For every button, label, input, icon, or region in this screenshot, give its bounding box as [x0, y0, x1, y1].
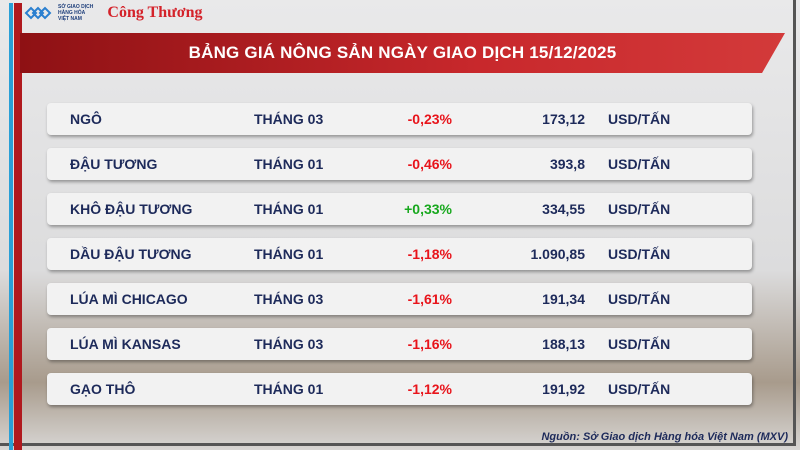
price-value: 173,12	[542, 111, 585, 127]
source-note: Nguồn: Sở Giao dịch Hàng hóa Việt Nam (M…	[541, 431, 788, 443]
contract-month: THÁNG 01	[254, 201, 324, 217]
mxv-logo-icon	[24, 6, 52, 20]
title-banner: BẢNG GIÁ NÔNG SẢN NGÀY GIAO DỊCH 15/12/2…	[20, 33, 785, 73]
contract-month: THÁNG 01	[254, 381, 324, 397]
price-change: -1,12%	[407, 381, 452, 397]
commodity-name: KHÔ ĐẬU TƯƠNG	[70, 201, 193, 217]
table-row: DẦU ĐẬU TƯƠNG THÁNG 01 -1,18% 1.090,85 USD/T…	[47, 238, 752, 270]
price-unit: USD/TẤN	[608, 381, 671, 397]
decor-stripe-blue	[9, 3, 13, 450]
contract-month: THÁNG 01	[254, 246, 324, 262]
price-unit: USD/TẤN	[608, 291, 671, 307]
price-unit: USD/TẤN	[608, 246, 671, 262]
price-change: -0,46%	[407, 156, 452, 172]
mxv-logo-text: SỞ GIAO DỊCH HÀNG HÓA VIỆT NAM	[58, 4, 94, 22]
contract-month: THÁNG 03	[254, 111, 324, 127]
price-value: 1.090,85	[530, 246, 586, 262]
price-change: -1,18%	[407, 246, 452, 262]
price-unit: USD/TẤN	[608, 111, 671, 127]
cong-thuong-logo: Công Thương	[107, 4, 203, 21]
price-unit: USD/TẤN	[608, 201, 671, 217]
commodity-name: NGÔ	[70, 111, 102, 127]
contract-month: THÁNG 03	[254, 336, 324, 352]
price-change: -1,16%	[407, 336, 452, 352]
price-change: -1,61%	[407, 291, 452, 307]
price-change: +0,33%	[404, 201, 452, 217]
contract-month: THÁNG 03	[254, 291, 324, 307]
table-row: ĐẬU TƯƠNG THÁNG 01 -0,46% 393,8 USD/TẤN	[47, 148, 752, 180]
page-title: BẢNG GIÁ NÔNG SẢN NGÀY GIAO DỊCH 15/12/2…	[188, 43, 617, 62]
price-value: 191,92	[542, 381, 585, 397]
table-row: LÚA MÌ CHICAGO THÁNG 03 -1,61% 191,34 USD/TẤ…	[47, 283, 752, 315]
price-value: 393,8	[549, 156, 585, 172]
commodity-name: DẦU ĐẬU TƯƠNG	[70, 246, 192, 262]
commodity-name: LÚA MÌ CHICAGO	[70, 291, 188, 307]
table-row: KHÔ ĐẬU TƯƠNG THÁNG 01 +0,33% 334,55 USD/TẤN	[47, 193, 752, 225]
table-row: NGÔ THÁNG 03 -0,23% 173,12 USD/TẤN	[47, 103, 752, 135]
contract-month: THÁNG 01	[254, 156, 324, 172]
commodity-name: GẠO THÔ	[70, 381, 136, 397]
price-unit: USD/TẤN	[608, 336, 671, 352]
logo-area: SỞ GIAO DỊCH HÀNG HÓA VIỆT NAM Công Thương	[24, 4, 202, 22]
table-row: GẠO THÔ THÁNG 01 -1,12% 191,92 USD/TẤN	[47, 373, 752, 405]
price-value: 191,34	[542, 291, 585, 307]
decor-stripe-red	[14, 3, 22, 450]
price-value: 334,55	[542, 201, 585, 217]
commodity-name: ĐẬU TƯƠNG	[70, 156, 158, 172]
price-change: -0,23%	[407, 111, 452, 127]
price-value: 188,13	[542, 336, 585, 352]
table-row: LÚA MÌ KANSAS THÁNG 03 -1,16% 188,13 USD/TẤN	[47, 328, 752, 360]
price-unit: USD/TẤN	[608, 156, 671, 172]
commodity-name: LÚA MÌ KANSAS	[70, 336, 181, 352]
